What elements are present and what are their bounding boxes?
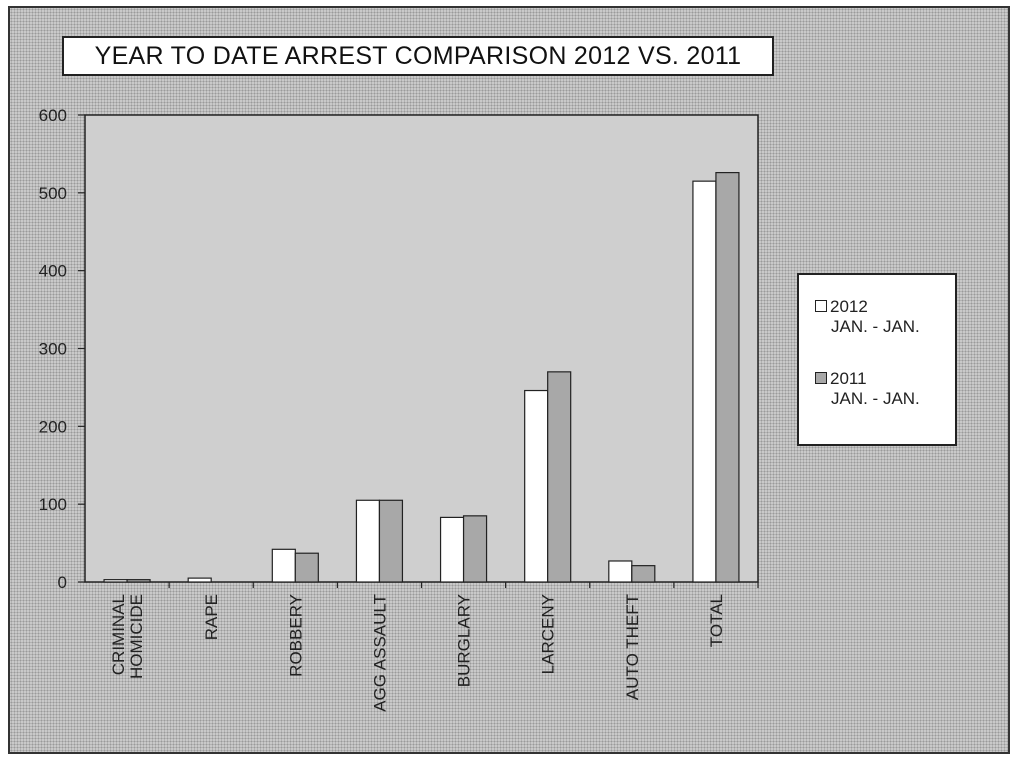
bars (103, 171, 740, 583)
legend-label-2012: 2012 (830, 297, 868, 316)
bar-2011 (378, 499, 404, 583)
x-tick-label-line: ROBBERY (286, 594, 305, 677)
y-tick-label: 500 (39, 184, 67, 203)
x-tick-label: CRIMINALHOMICIDE (109, 594, 146, 679)
y-axis: 0 100 200 300 400 500 600 (39, 106, 85, 592)
bar-2012 (608, 560, 633, 583)
x-tick-label: TOTAL (707, 594, 726, 647)
bar-2012 (524, 389, 549, 583)
y-tick-label: 300 (39, 340, 67, 359)
legend-sublabel-2011: JAN. - JAN. (831, 389, 920, 408)
bar-2012 (271, 548, 296, 583)
chart-title-box: YEAR TO DATE ARREST COMPARISON 2012 VS. … (62, 36, 774, 76)
legend-item-2012: 2012 JAN. - JAN. (815, 297, 920, 337)
legend-sublabel-2012: JAN. - JAN. (831, 317, 920, 336)
x-tick-label-line: HOMICIDE (127, 594, 146, 679)
legend-swatch-2011 (815, 372, 827, 385)
bar-2011 (715, 171, 740, 583)
y-tick-label: 400 (39, 262, 67, 281)
y-tick-label: 100 (39, 495, 67, 514)
x-tick-label: AUTO THEFT (623, 594, 642, 700)
x-tick-label-line: AUTO THEFT (623, 594, 642, 700)
bar-2012 (103, 579, 128, 583)
x-tick-label-line: TOTAL (707, 594, 726, 647)
bar-2011 (547, 371, 572, 583)
x-tick-label-line: AGG ASSAULT (370, 594, 389, 712)
x-tick-label: LARCENY (539, 594, 558, 674)
x-tick-label-line: RAPE (202, 594, 221, 640)
x-axis: CRIMINALHOMICIDE RAPE ROBBERY AGG ASSAULT BU… (109, 582, 759, 712)
y-tick-label: 200 (39, 417, 67, 436)
bar-2011 (462, 515, 488, 583)
plot-area (84, 114, 759, 583)
x-tick-label-line: BURGLARY (455, 594, 474, 687)
legend-swatch-2012 (815, 300, 827, 313)
x-tick-label: ROBBERY (286, 594, 305, 677)
x-tick-label-line: LARCENY (539, 594, 558, 674)
y-tick-label: 0 (58, 573, 67, 592)
bar-2012 (692, 180, 717, 583)
bar-2011 (126, 579, 151, 583)
x-tick-label: AGG ASSAULT (370, 594, 389, 712)
x-tick-label: RAPE (202, 594, 221, 640)
legend: 2012 JAN. - JAN. 2011 JAN. - JAN. (797, 273, 957, 446)
bar-2011 (294, 552, 319, 583)
legend-item-2011: 2011 JAN. - JAN. (815, 369, 920, 409)
x-tick-label-line: CRIMINAL (109, 594, 128, 675)
y-tick-label: 600 (39, 106, 67, 125)
x-tick-label: BURGLARY (455, 594, 474, 687)
bar-2012 (439, 516, 465, 583)
bar-2011 (631, 565, 656, 583)
legend-label-2011: 2011 (830, 369, 867, 388)
bar-2012 (355, 499, 381, 583)
bar-2012 (187, 577, 212, 583)
chart-title: YEAR TO DATE ARREST COMPARISON 2012 VS. … (94, 41, 742, 70)
